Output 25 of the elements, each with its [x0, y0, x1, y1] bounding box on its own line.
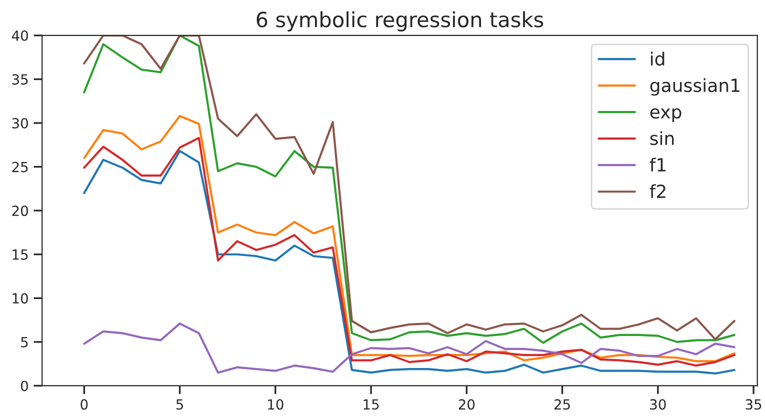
- legend-label: f2: [650, 184, 666, 198]
- x-tick-label: 10: [268, 399, 284, 410]
- y-tick-label: 30: [12, 118, 28, 128]
- y-tick-label: 0: [20, 380, 28, 392]
- y-tick-label: 35: [12, 74, 28, 85]
- legend-label: f1: [650, 158, 666, 172]
- x-tick-label: 0: [80, 399, 88, 410]
- x-tick-label: 15: [364, 399, 379, 410]
- y-tick-label: 20: [12, 206, 28, 216]
- chart-title: 6 symbolic regression tasks: [256, 11, 544, 32]
- legend-label: exp: [650, 108, 682, 122]
- y-tick-label: 25: [12, 162, 28, 172]
- y-tick-label: 40: [12, 30, 28, 41]
- y-tick-label: 15: [12, 250, 28, 260]
- legend-label: gaussian1: [650, 78, 740, 96]
- x-tick-label: 5: [176, 399, 183, 410]
- legend-label: id: [651, 52, 664, 66]
- line-series: [83, 322, 736, 374]
- legend-label: sin: [650, 131, 674, 146]
- y-tick-label: 5: [21, 337, 28, 348]
- x-tick-label: 35: [746, 399, 762, 410]
- x-tick-label: 30: [650, 399, 666, 410]
- x-tick-label: 20: [458, 399, 475, 410]
- x-tick-label: 25: [554, 399, 570, 410]
- y-tick-label: 10: [12, 293, 28, 304]
